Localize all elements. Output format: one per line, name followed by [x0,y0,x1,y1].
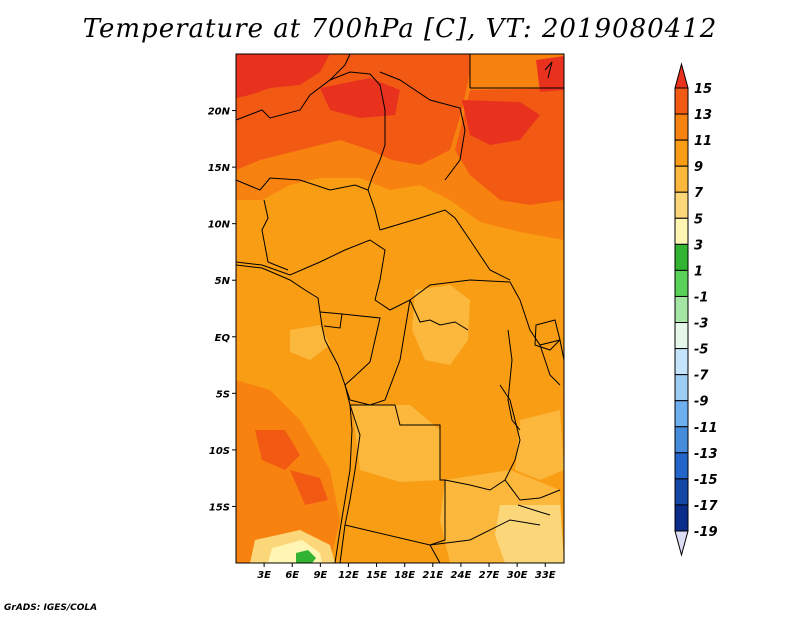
colorbar-label: 15 [694,82,712,97]
lon-tick-label: 21E [422,570,443,581]
colorbar-swatch [674,113,689,141]
lat-tick-label: 10N [208,220,231,231]
colorbar-swatch [674,217,689,245]
lat-tick-label: 20N [208,107,231,118]
colorbar-swatch [674,165,689,193]
colorbar-label: -19 [694,525,718,540]
lon-tick-label: 18E [394,570,415,581]
colorbar-label: -17 [694,499,718,514]
colorbar-label: 1 [694,264,703,279]
lat-tick-label: 15S [209,502,230,513]
colorbar-label: -15 [694,473,718,488]
lon-tick-label: 9E [313,570,327,581]
colorbar-label: 11 [694,134,712,149]
colorbar-label: 5 [694,212,703,227]
colorbar-label: 13 [694,108,712,123]
lon-tick-label: 6E [285,570,299,581]
lat-tick-label: 10S [209,446,230,457]
lat-tick-label: EQ [215,333,231,344]
colorbar-swatch [674,504,689,532]
colorbar-swatch [674,295,689,324]
colorbar-swatch [674,374,689,402]
coastline [235,61,561,564]
lat-tick-label: 5S [216,389,230,400]
lon-tick-label: 12E [338,570,359,581]
lon-tick-label: 3E [257,570,271,581]
latitude-axis: 20N 15N 10N 5N EQ 5S 10S 15S [208,107,236,513]
colorbar-swatch [674,400,689,428]
colorbar-swatch [674,426,689,454]
colorbar-swatch [674,87,689,115]
colorbar-swatch [674,243,689,271]
colorbar: 15 13 11 9 7 5 3 1 -1 -3 -5 -7 -9 -11 -13 -15 -17 -19 [674,62,718,557]
colorbar-top-arrow [674,62,689,89]
lon-tick-label: 15E [366,570,387,581]
colorbar-swatch [674,269,689,297]
colorbar-label: -3 [694,317,708,332]
lon-tick-label: 33E [535,570,556,581]
colorbar-label: -9 [694,395,708,410]
colorbar-swatch [674,139,689,167]
longitude-axis: 3E 6E 9E 12E 15E 18E 21E 24E 27E 30E 33E [257,563,556,581]
colorbar-label: 3 [694,238,703,253]
colorbar-label: 7 [694,186,704,201]
grads-credit: GrADS: IGES/COLA [4,603,98,613]
temperature-field [236,54,564,563]
colorbar-label: -5 [694,343,708,358]
colorbar-label: -13 [694,447,718,462]
lon-tick-label: 24E [451,570,472,581]
colorbar-bottom-arrow [674,530,689,557]
map-frame [235,53,565,564]
colorbar-label: -11 [694,421,718,436]
country-borders [235,53,565,564]
colorbar-swatch [674,478,689,506]
lon-tick-label: 27E [479,570,500,581]
colorbar-swatch [674,191,689,219]
colorbar-swatch [674,348,689,376]
colorbar-swatch [674,322,689,350]
lon-tick-label: 30E [507,570,528,581]
colorbar-swatch [674,452,689,480]
chart-title: Temperature at 700hPa [C], VT: 201908041… [82,14,718,44]
lat-tick-label: 5N [215,276,231,287]
colorbar-label: -1 [694,290,708,305]
colorbar-label: 9 [694,160,703,175]
colorbar-label: -7 [694,369,709,384]
lat-tick-label: 15N [208,163,231,174]
